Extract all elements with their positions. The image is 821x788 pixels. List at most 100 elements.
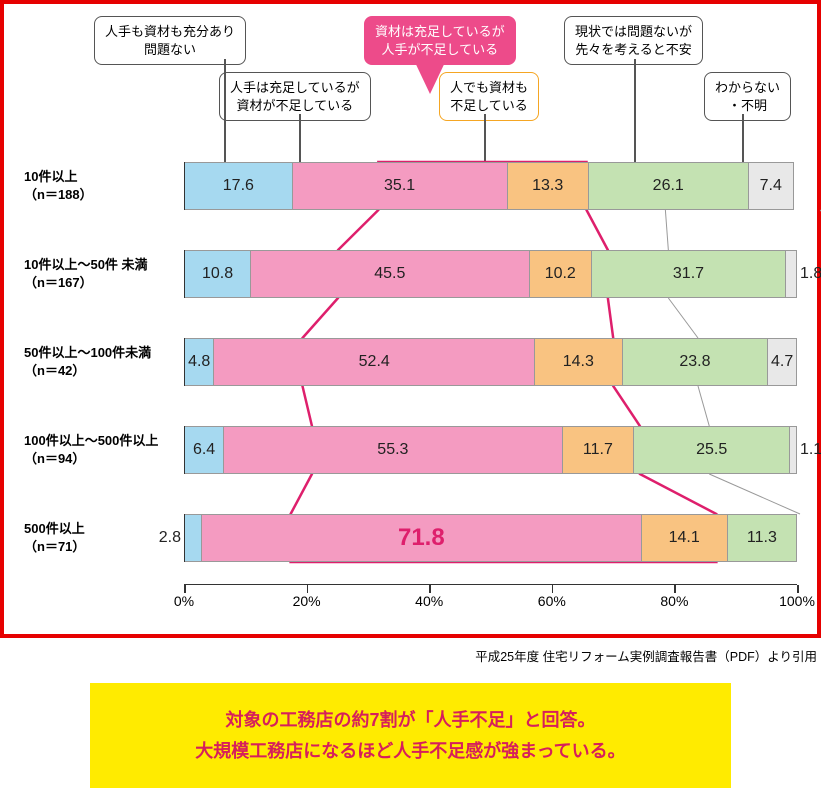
segment-value: 45.5 <box>374 265 405 283</box>
segment-value: 4.8 <box>188 353 210 371</box>
segment-green: 23.8 <box>623 338 769 386</box>
chart-row: 500件以上（n＝71）2.871.814.111.3 <box>24 496 797 584</box>
segment-grey: 1.1 <box>790 426 797 474</box>
segment-value: 11.7 <box>583 441 613 459</box>
axis-tick <box>184 585 186 593</box>
segment-value: 35.1 <box>384 177 415 195</box>
row-label: 100件以上～500件以上（n＝94） <box>24 432 184 468</box>
chart-row: 10件以上（n＝188） 17.6 35.1 13.3 26.1 7.4 <box>24 144 797 232</box>
segment-orange: 11.7 <box>563 426 635 474</box>
segment-value: 71.8 <box>398 524 445 552</box>
segment-value: 7.4 <box>760 177 782 195</box>
callout-unknown: わからない ・不明 <box>704 72 791 121</box>
callout-line1: わからない <box>715 80 780 95</box>
row-label: 50件以上～100件未満（n＝42） <box>24 344 184 380</box>
segment-value: 11.3 <box>747 529 777 547</box>
chart-row: 10件以上～50件 未満（n＝167） 10.8 45.5 10.2 31.7 1.8 <box>24 232 797 320</box>
chart-row: 100件以上～500件以上（n＝94） 6.4 55.3 11.7 25.5 1.1 <box>24 408 797 496</box>
callout-line2: 不足している <box>450 98 528 113</box>
segment-value: 1.1 <box>796 441 821 459</box>
axis-tick-label: 0% <box>174 593 194 609</box>
callout-pointer-icon <box>412 56 448 96</box>
segment-value: 6.4 <box>193 441 215 459</box>
segment-pink: 35.1 <box>293 162 508 210</box>
callout-line1: 人手は充足しているが <box>230 80 360 95</box>
segment-value: 31.7 <box>673 265 704 283</box>
bar: 10.8 45.5 10.2 31.7 1.8 <box>184 250 797 298</box>
axis-tick-label: 20% <box>293 593 321 609</box>
segment-pink: 55.3 <box>224 426 562 474</box>
x-axis: 0%20%40%60%80%100% <box>184 584 797 614</box>
segment-value: 14.1 <box>669 529 700 547</box>
segment-value: 4.7 <box>771 353 793 371</box>
segment-pink: 45.5 <box>251 250 529 298</box>
summary-line2: 大規模工務店になるほど人手不足感が強まっている。 <box>195 741 625 761</box>
segment-value: 10.2 <box>545 265 576 283</box>
segment-value: 25.5 <box>696 441 727 459</box>
segment-value: 26.1 <box>653 177 684 195</box>
bar: 17.6 35.1 13.3 26.1 7.4 <box>184 162 797 210</box>
segment-blue: 2.8 <box>185 514 202 562</box>
segment-blue: 10.8 <box>185 250 251 298</box>
segment-value: 52.4 <box>359 353 390 371</box>
segment-grey: 1.8 <box>786 250 797 298</box>
segment-pink: 52.4 <box>214 338 535 386</box>
callout-line2: 問題ない <box>144 42 196 57</box>
segment-green: 11.3 <box>728 514 797 562</box>
summary-box: 対象の工務店の約7割が「人手不足」と回答。 大規模工務店になるほど人手不足感が強… <box>90 683 731 788</box>
segment-value: 2.8 <box>159 529 185 547</box>
callout-line1: 人手も資材も充分あり <box>105 24 235 39</box>
bar: 4.8 52.4 14.3 23.8 4.7 <box>184 338 797 386</box>
legend-row: 人手も資材も充分あり 問題ない 人手は充足しているが 資材が不足している 資材は… <box>24 14 797 144</box>
chart-row: 50件以上～100件未満（n＝42）4.8 52.4 14.3 23.8 4.7 <box>24 320 797 408</box>
segment-value: 55.3 <box>377 441 408 459</box>
segment-value: 10.8 <box>202 265 233 283</box>
axis-tick-label: 60% <box>538 593 566 609</box>
bar: 2.8 71.8 14.1 11.3 <box>184 514 797 562</box>
callout-line1: 資材は充足しているが <box>375 24 505 39</box>
segment-value: 23.8 <box>679 353 710 371</box>
callout-both-short: 人でも資材も 不足している <box>439 72 539 121</box>
axis-tick-label: 100% <box>779 593 815 609</box>
segment-value: 14.3 <box>563 353 594 371</box>
bar: 6.4 55.3 11.7 25.5 1.1 <box>184 426 797 474</box>
plot-area: 10件以上（n＝188） 17.6 35.1 13.3 26.1 7.4 10件以上～50件… <box>24 144 797 614</box>
segment-blue: 6.4 <box>185 426 224 474</box>
segment-grey: 7.4 <box>749 162 794 210</box>
segment-pink: 71.8 <box>202 514 641 562</box>
segment-grey: 4.7 <box>768 338 797 386</box>
axis-tick-label: 80% <box>660 593 688 609</box>
axis-tick <box>307 585 309 593</box>
callout-future-worry: 現状では問題ないが 先々を考えると不安 <box>564 16 703 65</box>
callout-line1: 人でも資材も <box>450 80 528 95</box>
segment-value: 13.3 <box>532 177 563 195</box>
row-label: 10件以上（n＝188） <box>24 168 184 204</box>
segment-blue: 4.8 <box>185 338 214 386</box>
callout-both-ok: 人手も資材も充分あり 問題ない <box>94 16 246 65</box>
chart-frame: 人手も資材も充分あり 問題ない 人手は充足しているが 資材が不足している 資材は… <box>0 0 821 638</box>
callout-line2: 資材が不足している <box>237 98 354 113</box>
callout-line1: 現状では問題ないが <box>575 24 692 39</box>
segment-orange: 14.3 <box>535 338 623 386</box>
segment-green: 26.1 <box>589 162 749 210</box>
source-citation: 平成25年度 住宅リフォーム実例調査報告書（PDF）より引用 <box>0 646 817 665</box>
callout-line2: 人手が不足している <box>382 42 499 57</box>
axis-tick <box>429 585 431 593</box>
segment-blue: 17.6 <box>185 162 293 210</box>
row-label: 10件以上～50件 未満（n＝167） <box>24 256 184 292</box>
summary-line1: 対象の工務店の約7割が「人手不足」と回答。 <box>225 710 595 730</box>
segment-green: 31.7 <box>592 250 786 298</box>
axis-tick-label: 40% <box>415 593 443 609</box>
callout-line2: 先々を考えると不安 <box>575 42 692 57</box>
segment-value: 17.6 <box>223 177 254 195</box>
segment-orange: 14.1 <box>642 514 728 562</box>
callout-material-short: 人手は充足しているが 資材が不足している <box>219 72 371 121</box>
axis-tick <box>552 585 554 593</box>
segment-orange: 13.3 <box>508 162 589 210</box>
segment-value: 1.8 <box>796 265 821 283</box>
axis-tick <box>797 585 799 593</box>
callout-line2: ・不明 <box>728 98 767 113</box>
axis-tick <box>674 585 676 593</box>
segment-green: 25.5 <box>634 426 790 474</box>
segment-orange: 10.2 <box>530 250 592 298</box>
